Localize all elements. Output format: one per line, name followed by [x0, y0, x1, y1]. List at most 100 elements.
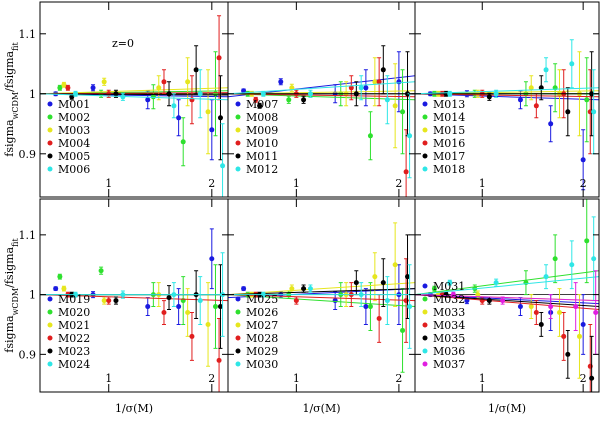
- legend-label: M035: [433, 332, 465, 345]
- legend-label: M018: [433, 163, 465, 176]
- y-axis-label-part: wCDM: [11, 288, 20, 316]
- legend-marker: [422, 322, 428, 328]
- x-tick-label: 1: [479, 372, 486, 385]
- legend-label: M034: [433, 319, 465, 332]
- legend-marker: [47, 101, 53, 107]
- data-point: [584, 238, 590, 244]
- data-point: [217, 304, 223, 310]
- legend-marker: [235, 322, 241, 328]
- legend-label: M037: [433, 358, 465, 371]
- legend-marker: [47, 153, 53, 159]
- legend-label: M005: [58, 150, 90, 163]
- data-point: [307, 91, 313, 97]
- fit-line: [228, 81, 415, 95]
- plot-area: [228, 222, 415, 373]
- fit-line: [415, 87, 599, 95]
- data-point: [363, 85, 369, 91]
- legend-marker: [47, 127, 53, 133]
- data-point: [589, 375, 595, 381]
- data-point: [580, 157, 586, 163]
- legend-label: M025: [246, 293, 278, 306]
- data-point: [573, 304, 579, 310]
- legend-label: M006: [58, 163, 90, 176]
- legend-label: M016: [433, 137, 465, 150]
- legend-label: M032: [433, 293, 465, 306]
- data-point: [189, 97, 195, 103]
- data-point: [161, 79, 167, 85]
- y-axis-label-part: fit: [11, 238, 20, 247]
- fit-line: [415, 276, 599, 296]
- data-point: [569, 61, 575, 67]
- legend-label: M030: [246, 358, 278, 371]
- data-point: [176, 115, 182, 121]
- data-point: [591, 109, 597, 115]
- data-point: [209, 256, 215, 262]
- data-point: [543, 67, 549, 73]
- data-point: [65, 85, 71, 91]
- data-point: [197, 91, 203, 97]
- legend-label: M011: [246, 150, 278, 163]
- legend-marker: [235, 153, 241, 159]
- data-point: [353, 280, 359, 286]
- legend-marker: [422, 309, 428, 315]
- y-tick-label: 1: [29, 289, 36, 302]
- data-point: [528, 85, 534, 91]
- data-point: [569, 262, 575, 268]
- data-point: [166, 91, 172, 97]
- data-point: [180, 139, 186, 145]
- legend-marker: [235, 296, 241, 302]
- y-axis-label-part: /fsigma: [3, 50, 16, 91]
- data-point: [372, 274, 378, 280]
- data-point: [293, 298, 299, 304]
- legend-marker: [235, 309, 241, 315]
- legend-label: M010: [246, 137, 278, 150]
- data-point: [403, 169, 409, 175]
- plot-area: [415, 39, 599, 191]
- data-point: [257, 103, 263, 109]
- data-point: [450, 292, 456, 298]
- data-point: [53, 286, 59, 292]
- data-point: [580, 321, 586, 327]
- legend-label: M019: [58, 293, 90, 306]
- data-point: [380, 67, 386, 73]
- y-tick-label: 1: [29, 88, 36, 101]
- legend-marker: [422, 361, 428, 367]
- data-point: [405, 274, 411, 280]
- data-point: [145, 97, 151, 103]
- legend-label: M014: [433, 111, 465, 124]
- legend-label: M026: [246, 306, 278, 319]
- data-point: [533, 103, 539, 109]
- plot-area: [40, 15, 228, 197]
- data-point: [197, 298, 203, 304]
- data-point: [286, 97, 292, 103]
- y-axis-label: fsigmawCDM/fsigmafit: [3, 238, 20, 353]
- data-point: [57, 274, 63, 280]
- data-point: [358, 85, 364, 91]
- data-point: [552, 256, 558, 262]
- legend-label: M012: [246, 163, 278, 176]
- data-point: [61, 82, 67, 88]
- data-point: [533, 310, 539, 316]
- data-point: [367, 304, 373, 310]
- data-point: [372, 79, 378, 85]
- legend-marker: [422, 101, 428, 107]
- data-point: [73, 91, 79, 97]
- legend-label: M029: [246, 345, 278, 358]
- data-point: [289, 286, 295, 292]
- data-point: [260, 292, 266, 298]
- data-point: [431, 286, 437, 292]
- data-point: [593, 310, 599, 316]
- x-axis-label: 1/σ(M): [302, 402, 340, 415]
- data-point: [376, 79, 382, 85]
- data-point: [561, 333, 567, 339]
- y-axis-label: fsigmawCDM/fsigmafit: [3, 42, 20, 157]
- legend-marker: [422, 153, 428, 159]
- x-tick-label: 1: [293, 372, 300, 385]
- x-tick-label: 1: [479, 177, 486, 190]
- y-axis-label-part: fsigma: [3, 119, 16, 157]
